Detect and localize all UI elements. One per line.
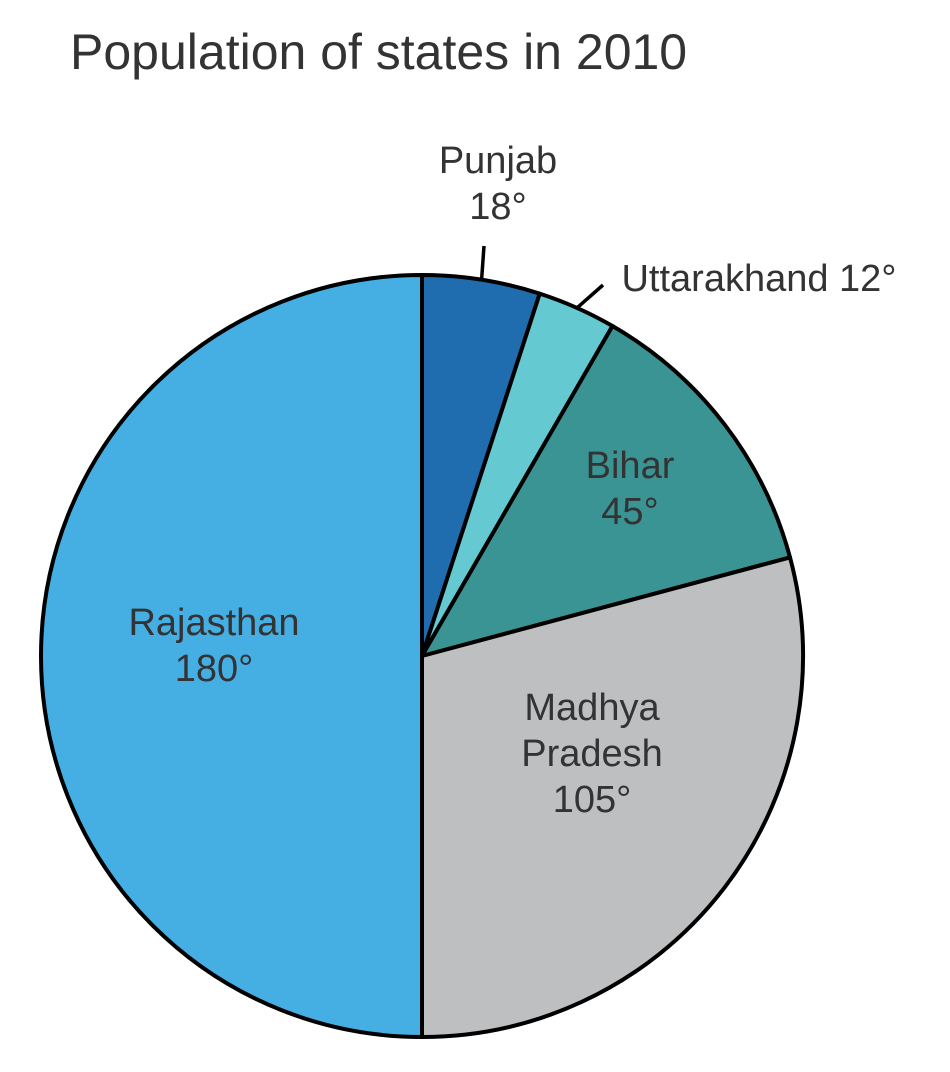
pie-slice-rajasthan	[39, 273, 424, 1039]
leader-line-uttarakhand	[575, 283, 605, 310]
slice-label-rajasthan: Rajasthan 180°	[128, 602, 299, 690]
slice-label-uttarakhand: Uttarakhand 12°	[621, 258, 896, 300]
leader-line-punjab	[479, 245, 486, 280]
slice-label-madhya-pradesh: Madhya Pradesh 105°	[521, 687, 663, 821]
slice-label-bihar: Bihar 45°	[586, 445, 675, 533]
chart-title: Population of states in 2010	[70, 24, 688, 80]
pie-labels: Punjab 18° Uttarakhand 12° Bihar 45° Madhya Pr…	[128, 140, 896, 821]
pie-slice-bihar	[420, 324, 793, 658]
pie-slice-madhya-pradesh	[420, 555, 805, 1039]
slice-label-punjab: Punjab 18°	[439, 140, 557, 228]
pie-slices	[39, 273, 805, 1039]
